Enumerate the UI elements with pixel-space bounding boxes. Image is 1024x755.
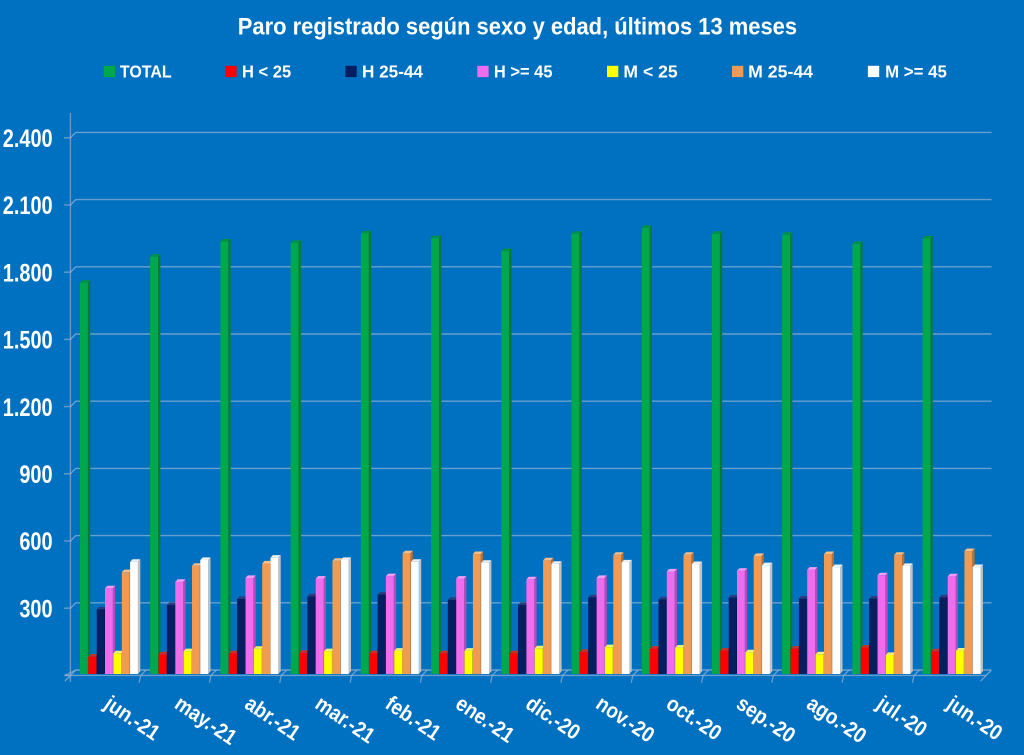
svg-text:1.200: 1.200 [3, 394, 53, 421]
svg-text:1.800: 1.800 [3, 259, 53, 286]
svg-text:M < 25: M < 25 [623, 62, 678, 82]
svg-text:H < 25: H < 25 [242, 62, 291, 82]
svg-text:TOTAL: TOTAL [120, 62, 172, 82]
svg-text:1.500: 1.500 [3, 327, 53, 354]
svg-text:M 25-44: M 25-44 [748, 62, 813, 82]
svg-text:600: 600 [19, 528, 52, 555]
svg-text:Paro registrado según sexo y e: Paro registrado según sexo y edad, últim… [238, 12, 797, 39]
svg-text:H 25-44: H 25-44 [362, 61, 423, 81]
svg-text:300: 300 [19, 595, 52, 622]
svg-text:2.100: 2.100 [3, 192, 53, 219]
svg-text:M >= 45: M >= 45 [885, 61, 947, 81]
svg-text:2.400: 2.400 [3, 125, 53, 152]
svg-text:H >= 45: H >= 45 [494, 62, 553, 82]
svg-text:900: 900 [19, 461, 52, 488]
